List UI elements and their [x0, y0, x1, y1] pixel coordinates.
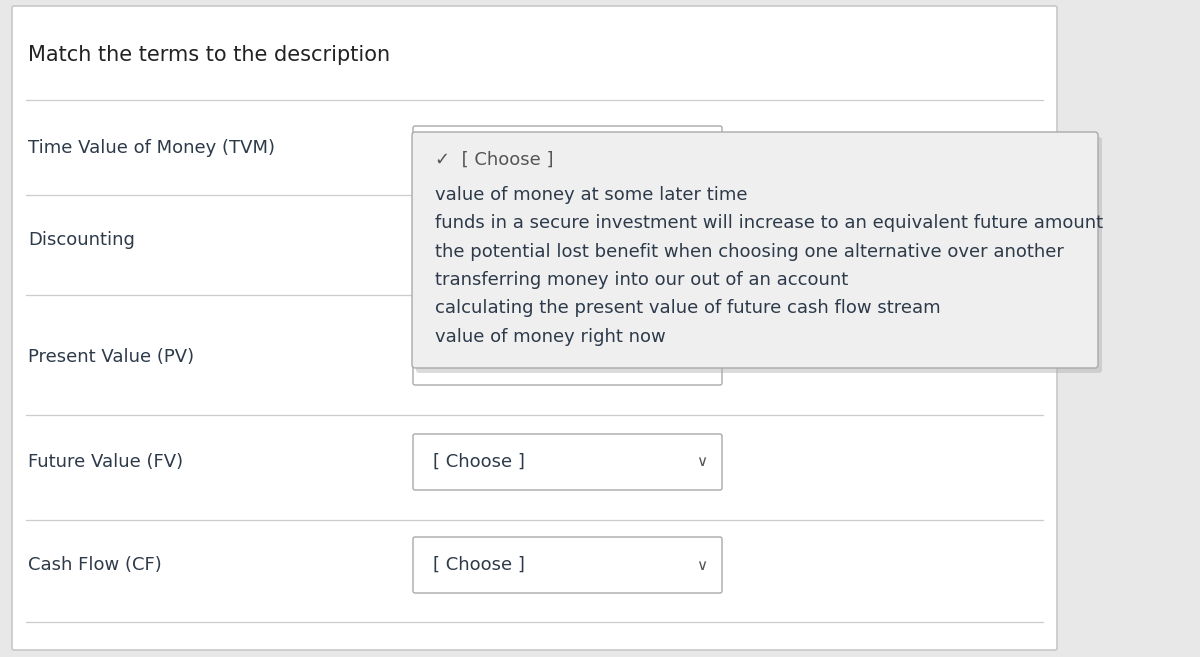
FancyBboxPatch shape: [413, 126, 722, 165]
Text: Time Value of Money (TVM): Time Value of Money (TVM): [28, 139, 275, 157]
Text: calculating the present value of future cash flow stream: calculating the present value of future …: [436, 299, 941, 317]
Text: the potential lost benefit when choosing one alternative over another: the potential lost benefit when choosing…: [436, 243, 1064, 261]
FancyBboxPatch shape: [413, 329, 722, 385]
Text: ∨: ∨: [696, 233, 708, 248]
Text: [ Choose ]: [ Choose ]: [433, 348, 524, 366]
Text: ∨: ∨: [696, 455, 708, 470]
Text: Match the terms to the description: Match the terms to the description: [28, 45, 390, 65]
Text: Cash Flow (CF): Cash Flow (CF): [28, 556, 162, 574]
Text: value of money right now: value of money right now: [436, 328, 666, 346]
Text: ∨: ∨: [696, 350, 708, 365]
Text: Discounting: Discounting: [28, 231, 134, 249]
FancyBboxPatch shape: [412, 132, 1098, 368]
FancyBboxPatch shape: [416, 137, 1102, 373]
Text: ∨: ∨: [696, 558, 708, 572]
Text: ✓  [ Choose ]: ✓ [ Choose ]: [436, 151, 553, 169]
Text: [ Choose ]: [ Choose ]: [433, 231, 524, 249]
Text: funds in a secure investment will increase to an equivalent future amount: funds in a secure investment will increa…: [436, 214, 1103, 232]
FancyBboxPatch shape: [413, 212, 722, 268]
Text: Present Value (PV): Present Value (PV): [28, 348, 194, 366]
Text: value of money at some later time: value of money at some later time: [436, 186, 748, 204]
Text: [ Choose ]: [ Choose ]: [433, 556, 524, 574]
Text: Future Value (FV): Future Value (FV): [28, 453, 184, 471]
Text: [ Choose ]: [ Choose ]: [433, 453, 524, 471]
FancyBboxPatch shape: [413, 537, 722, 593]
FancyBboxPatch shape: [12, 6, 1057, 650]
Text: transferring money into our out of an account: transferring money into our out of an ac…: [436, 271, 848, 289]
FancyBboxPatch shape: [413, 434, 722, 490]
